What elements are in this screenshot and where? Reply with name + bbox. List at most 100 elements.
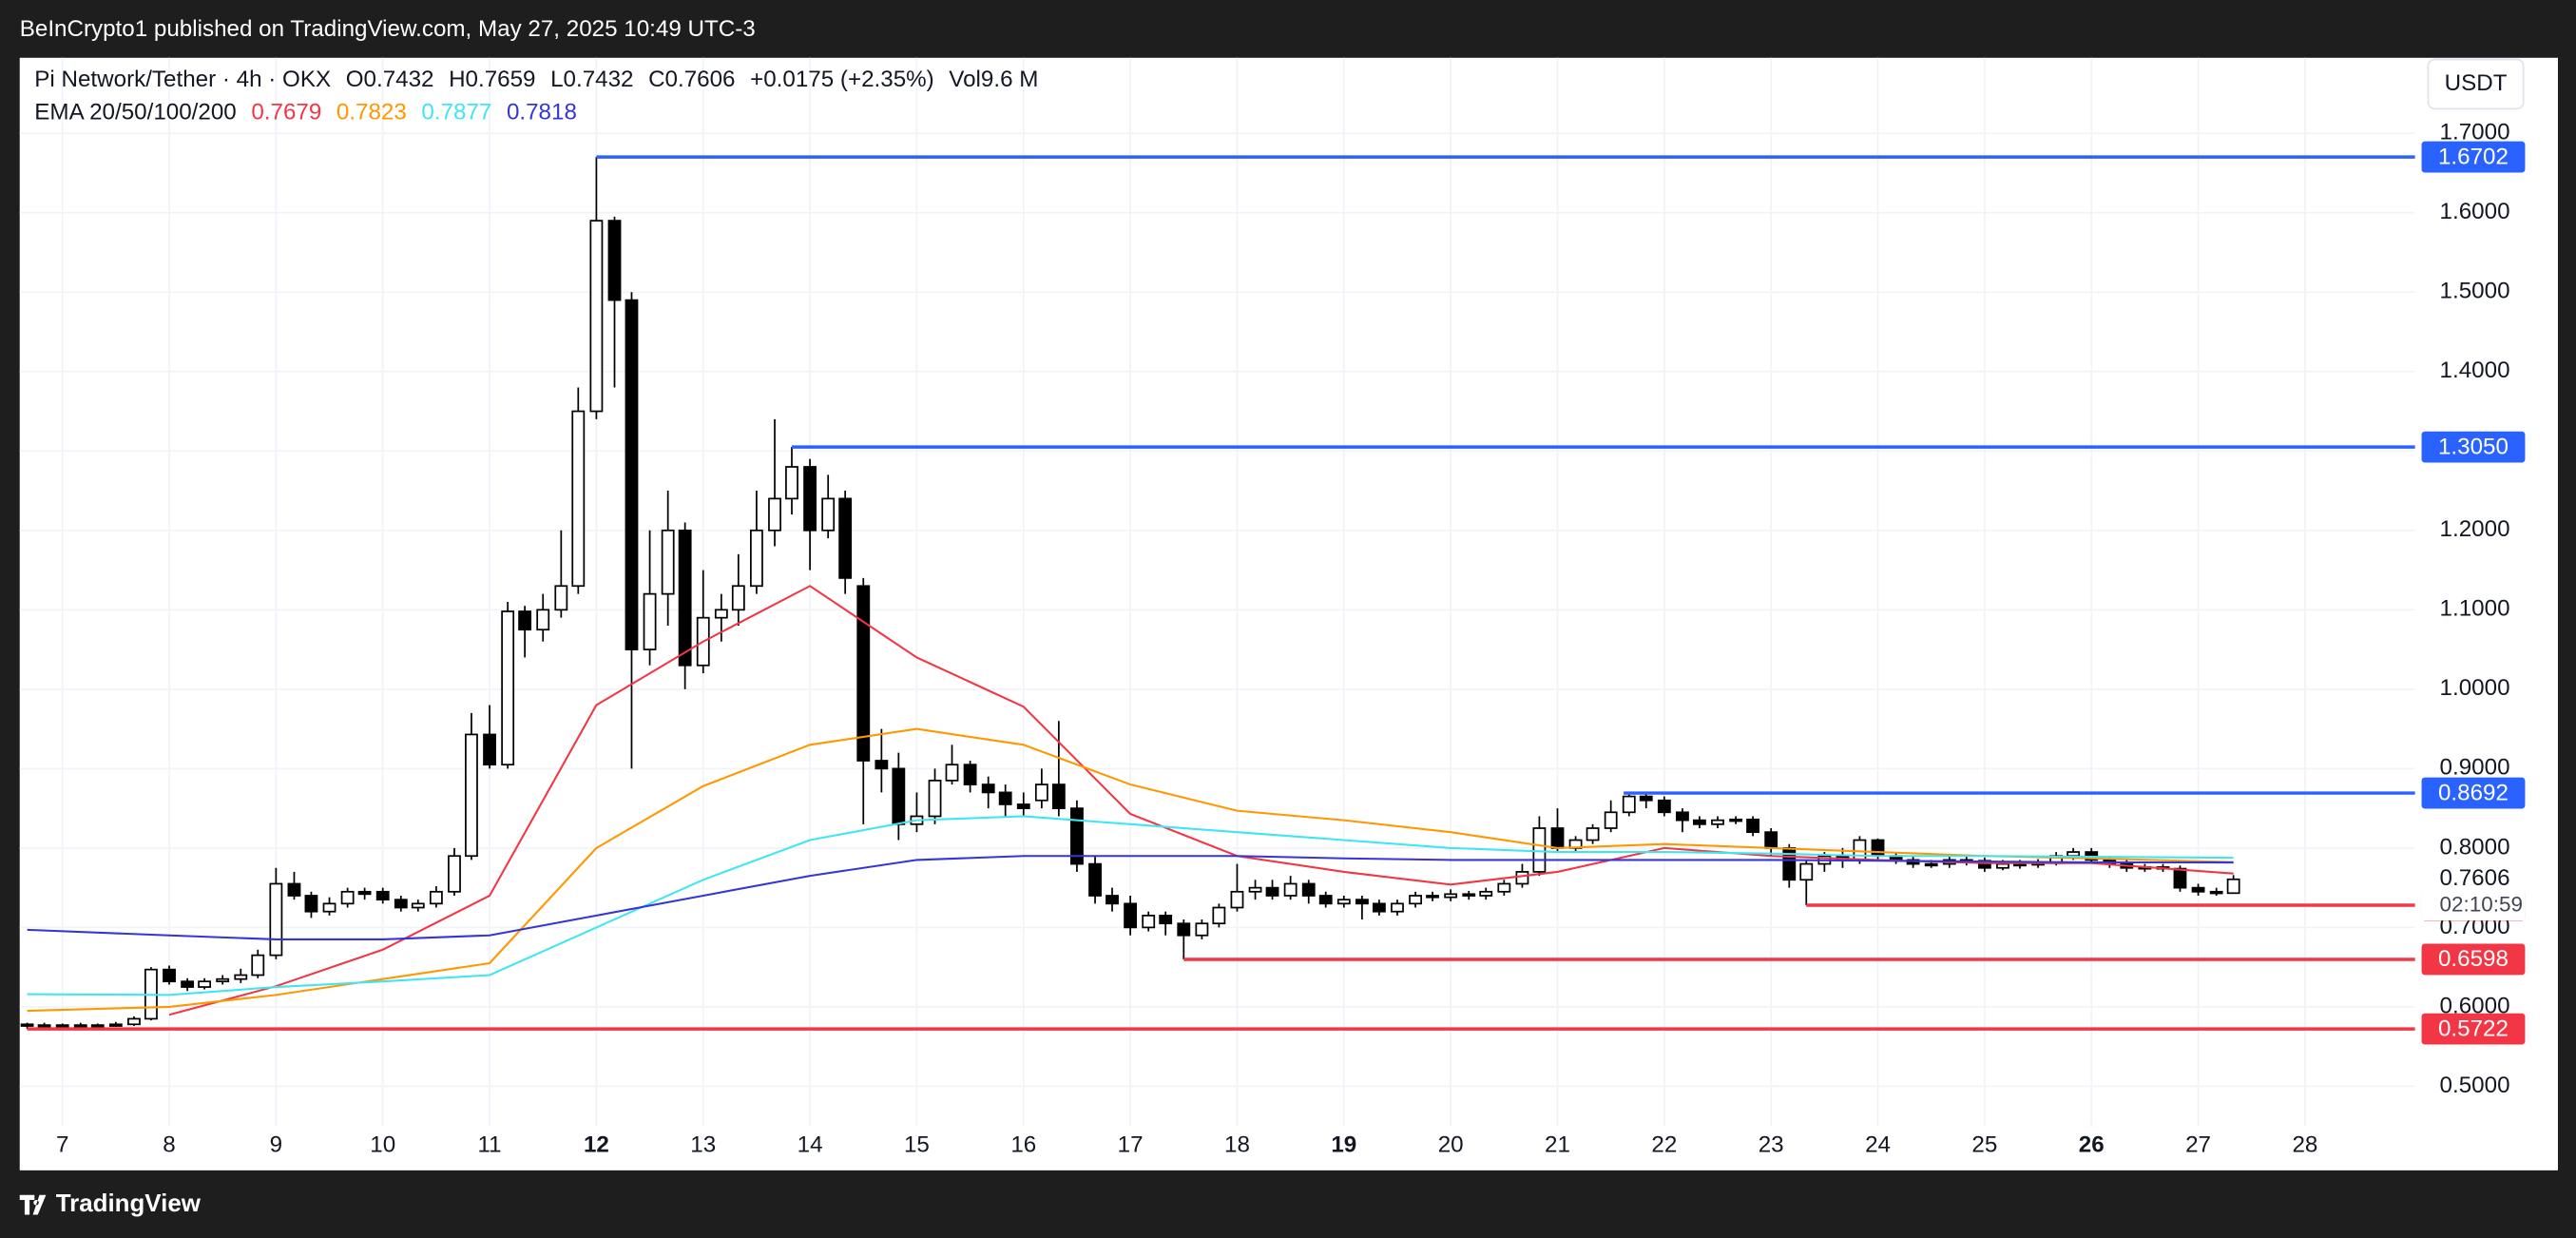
- ohlc-value: 0.7432: [364, 67, 434, 92]
- candle-body: [73, 1024, 87, 1028]
- candle-body: [892, 767, 906, 825]
- currency-box[interactable]: [2427, 58, 2525, 110]
- candle-body: [518, 610, 532, 631]
- candle-body: [661, 529, 675, 595]
- candle-body: [322, 902, 336, 913]
- candle-body: [501, 610, 515, 766]
- x-tick-label: 10: [370, 1132, 395, 1157]
- candle-body: [1016, 803, 1030, 809]
- x-tick-label: 22: [1651, 1132, 1677, 1157]
- x-tick-label: 23: [1759, 1132, 1784, 1157]
- candle-body: [1177, 922, 1191, 937]
- ema-line: [27, 815, 2234, 996]
- candle-body: [678, 529, 692, 667]
- candle-body: [875, 760, 889, 770]
- level-price-box: [2421, 431, 2526, 463]
- countdown: 02:10:59: [2440, 892, 2523, 916]
- currency[interactable]: USDT: [2445, 70, 2508, 96]
- candle-body: [1372, 902, 1386, 913]
- candle-body: [216, 977, 230, 983]
- candle-body: [357, 890, 372, 896]
- candle-body: [643, 592, 657, 650]
- candle-body: [2209, 890, 2223, 895]
- candle-body: [2191, 886, 2205, 893]
- candle-body: [1283, 882, 1298, 897]
- candle-body: [1639, 795, 1653, 802]
- candle-body: [928, 780, 942, 818]
- candle-body: [163, 968, 176, 983]
- candle-body: [1051, 783, 1066, 809]
- y-tick-label: 1.6000: [2440, 199, 2510, 224]
- candle-body: [963, 764, 977, 785]
- candle-body: [1426, 895, 1439, 899]
- axes: 7 8 9 10 11 12 13 14 15 16 17 18 19 20 21 22 23 24 25 26 27 2…: [56, 120, 2526, 1157]
- candle-body: [483, 733, 496, 766]
- level-price-label: 1.3050: [2438, 434, 2509, 459]
- x-tick-label: 13: [690, 1132, 716, 1157]
- candle-body: [1391, 902, 1404, 913]
- x-tick-label: 17: [1118, 1132, 1144, 1157]
- candle-body: [981, 783, 995, 794]
- ema-value: 0.7877: [421, 100, 491, 126]
- candle-body: [1693, 819, 1706, 825]
- y-tick-label: 1.1000: [2440, 596, 2510, 622]
- candle-body: [2173, 867, 2187, 889]
- level-price-label: 0.6598: [2438, 946, 2509, 972]
- x-tick-label: 16: [1010, 1132, 1036, 1157]
- candle-body: [287, 882, 301, 897]
- candle-body: [1550, 827, 1565, 849]
- candle-body: [1248, 886, 1262, 893]
- candle-body: [1479, 890, 1493, 897]
- candle-body: [2013, 862, 2027, 867]
- plot: [20, 155, 2415, 1031]
- candle-body: [731, 585, 745, 611]
- ema-line: [27, 855, 2234, 940]
- candle-body: [465, 733, 478, 858]
- candle-body: [181, 980, 195, 988]
- candle-body: [1729, 818, 1743, 822]
- candle-body: [821, 497, 836, 532]
- y-tick-label: 0.5000: [2440, 1073, 2510, 1098]
- x-tick-label: 20: [1438, 1132, 1464, 1157]
- candle-body: [1195, 922, 1209, 937]
- candle-body: [536, 609, 550, 631]
- x-tick-label: 19: [1331, 1132, 1356, 1157]
- publisher-header: BeInCrypto1 published on TradingView.com…: [20, 16, 756, 42]
- level-price-label: 1.6702: [2438, 144, 2509, 169]
- candle-body: [1657, 799, 1671, 814]
- volume: Vol9.6 M: [949, 67, 1038, 92]
- candle-body: [198, 980, 212, 988]
- candle-body: [1924, 862, 1938, 867]
- ohlc-value: 0.7659: [466, 67, 536, 92]
- candle-body: [1318, 895, 1333, 905]
- last-price-box: [2421, 864, 2526, 920]
- level-price-box: [2421, 777, 2526, 809]
- candle-body: [714, 609, 728, 619]
- y-tick-label: 1.4000: [2440, 358, 2510, 383]
- candle-body: [1996, 862, 2009, 869]
- ohlc-prefix: O: [346, 67, 364, 92]
- candle-body: [1799, 862, 1814, 881]
- candle-body: [1355, 899, 1369, 905]
- candle-body: [1212, 906, 1226, 925]
- x-tick-label: 15: [904, 1132, 930, 1157]
- candle-body: [127, 1017, 141, 1026]
- candle-body: [269, 882, 283, 957]
- x-tick-label: 14: [798, 1132, 823, 1157]
- candle-body: [20, 1023, 34, 1027]
- ema-line: [27, 727, 2234, 1013]
- candle-body: [856, 585, 871, 762]
- ohlc-prefix: H: [449, 67, 465, 92]
- x-tick-label: 7: [56, 1132, 68, 1157]
- candle-body: [1746, 818, 1760, 834]
- ema-legend: EMA 20/50/100/200 0.7679 0.7823 0.7877 0.781…: [34, 100, 577, 126]
- ema-value: 0.7679: [251, 100, 321, 126]
- candle-body: [1159, 914, 1173, 925]
- candle-body: [1124, 902, 1138, 929]
- level-price-label: 0.8692: [2438, 780, 2509, 805]
- ema-value: 0.7823: [336, 100, 407, 126]
- candle-body: [2226, 878, 2240, 895]
- x-tick-label: 9: [270, 1132, 282, 1157]
- candle-body: [1105, 895, 1119, 905]
